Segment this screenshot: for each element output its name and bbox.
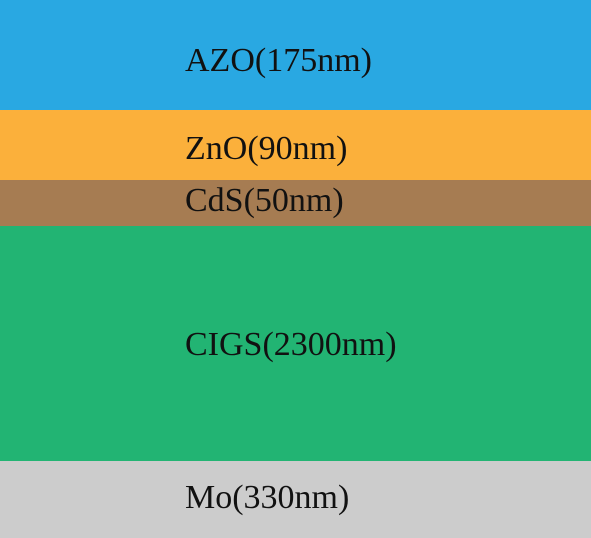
cigs-layer: CIGS(2300nm) xyxy=(0,226,591,461)
azo-layer: AZO(175nm) xyxy=(0,0,591,110)
zno-layer: ZnO(90nm) xyxy=(0,110,591,180)
cds-layer: CdS(50nm) xyxy=(0,180,591,226)
mo-layer: Mo(330nm) xyxy=(0,461,591,538)
zno-layer-label: ZnO(90nm) xyxy=(185,130,348,167)
cigs-layer-label: CIGS(2300nm) xyxy=(185,326,397,363)
azo-layer-label: AZO(175nm) xyxy=(185,42,372,79)
cds-layer-label: CdS(50nm) xyxy=(185,182,344,219)
mo-layer-label: Mo(330nm) xyxy=(185,479,350,516)
